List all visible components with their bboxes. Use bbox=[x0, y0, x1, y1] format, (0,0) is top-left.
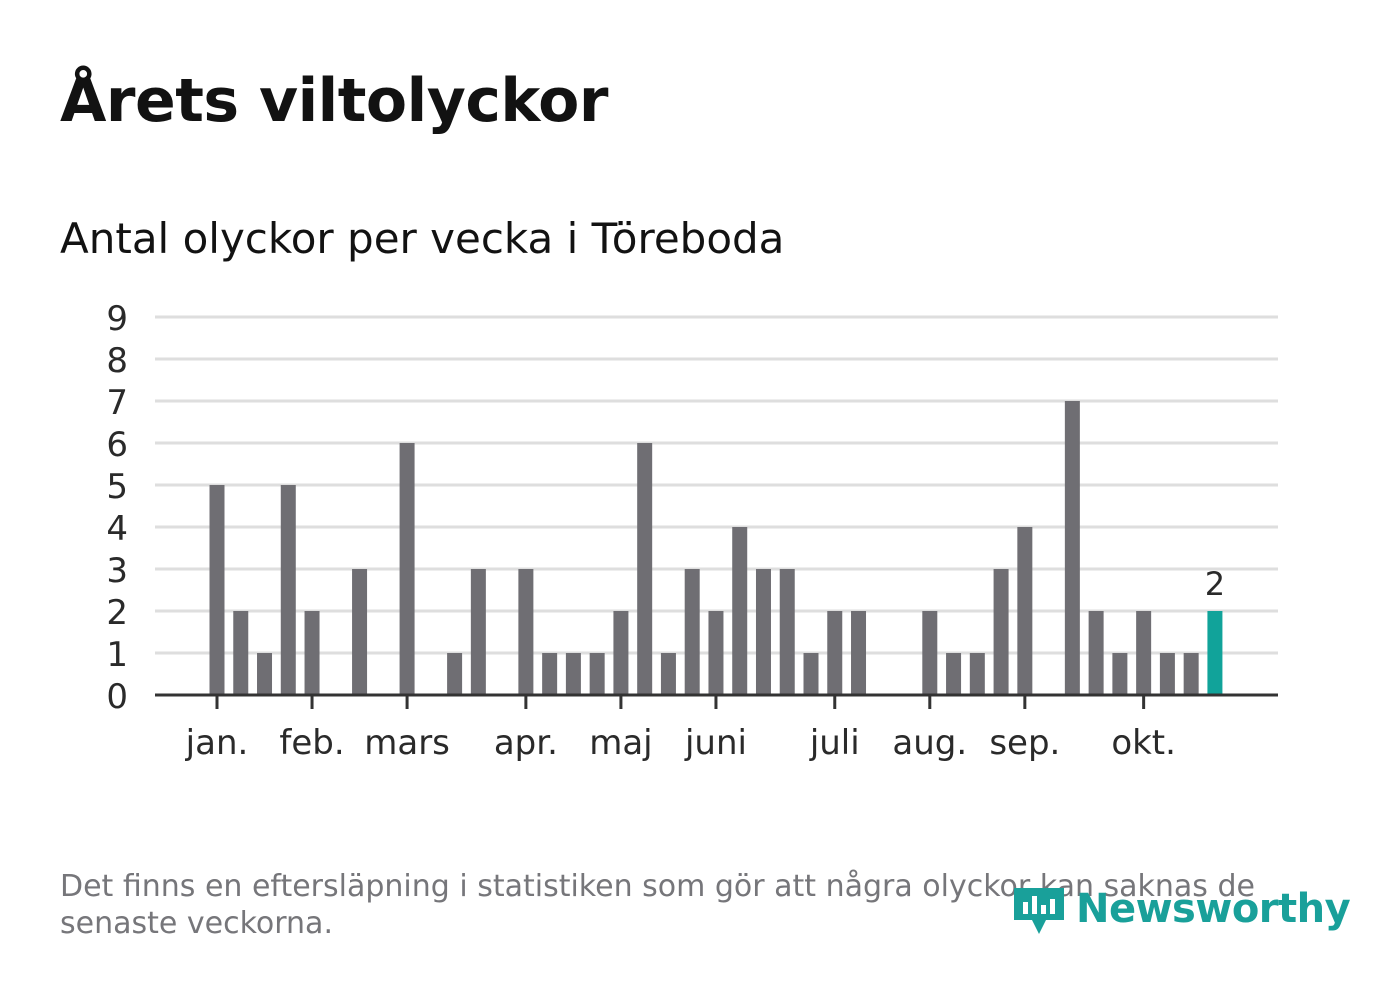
bar bbox=[827, 611, 843, 695]
bar bbox=[1183, 653, 1199, 695]
bar bbox=[257, 653, 273, 695]
bar bbox=[352, 569, 368, 695]
x-tick-label: okt. bbox=[1111, 723, 1176, 763]
bar bbox=[969, 653, 985, 695]
y-tick-label: 2 bbox=[106, 593, 128, 633]
newsworthy-logo-text: Newsworthy bbox=[1076, 886, 1351, 932]
bar bbox=[209, 485, 225, 695]
bar bbox=[1159, 653, 1175, 695]
bar bbox=[470, 569, 486, 695]
bar bbox=[565, 653, 581, 695]
y-tick-label: 8 bbox=[106, 341, 128, 381]
bar bbox=[613, 611, 629, 695]
bar bbox=[399, 443, 415, 695]
bar bbox=[732, 527, 748, 695]
bar bbox=[660, 653, 676, 695]
bar bbox=[304, 611, 320, 695]
gridlines bbox=[155, 315, 1278, 655]
x-tick-label: mars bbox=[364, 723, 450, 763]
bar bbox=[589, 653, 605, 695]
y-tick-label: 0 bbox=[106, 677, 128, 717]
bar bbox=[993, 569, 1009, 695]
x-tick-label: sep. bbox=[989, 723, 1060, 763]
y-tick-label: 9 bbox=[106, 299, 128, 339]
newsworthy-logo: Newsworthy bbox=[1010, 878, 1351, 940]
y-tick-label: 1 bbox=[106, 635, 128, 675]
bar bbox=[779, 569, 795, 695]
bar bbox=[233, 611, 249, 695]
bar bbox=[803, 653, 819, 695]
bar bbox=[1136, 611, 1152, 695]
highlight-value-label: 2 bbox=[1205, 565, 1225, 603]
x-tick-label: juli bbox=[809, 723, 860, 763]
bar bbox=[637, 443, 653, 695]
bar bbox=[542, 653, 558, 695]
newsworthy-logo-icon bbox=[1014, 888, 1064, 934]
bar bbox=[946, 653, 962, 695]
bar bbox=[684, 569, 700, 695]
x-axis: jan. feb. mars apr. maj juni juli aug. sep. okt. bbox=[155, 693, 1278, 763]
x-tick-label: maj bbox=[589, 723, 652, 763]
bar bbox=[447, 653, 463, 695]
x-tick-label: feb. bbox=[279, 723, 344, 763]
x-tick-label: juni bbox=[684, 723, 747, 763]
bar bbox=[280, 485, 296, 695]
bars bbox=[209, 401, 1223, 695]
bar bbox=[518, 569, 534, 695]
bar bbox=[1088, 611, 1104, 695]
bar bbox=[1112, 653, 1128, 695]
bar bbox=[1064, 401, 1080, 695]
x-tick-label: jan. bbox=[185, 723, 249, 763]
y-tick-label: 3 bbox=[106, 551, 128, 591]
y-tick-label: 7 bbox=[106, 383, 128, 423]
bar-current-week bbox=[1207, 611, 1223, 695]
y-tick-label: 6 bbox=[106, 425, 128, 465]
bar bbox=[922, 611, 938, 695]
x-tick-label: aug. bbox=[892, 723, 967, 763]
y-tick-label: 5 bbox=[106, 467, 128, 507]
chart-title: Årets viltolyckor bbox=[60, 66, 609, 136]
bar bbox=[851, 611, 867, 695]
y-tick-label: 4 bbox=[106, 509, 128, 549]
bar bbox=[708, 611, 724, 695]
chart-subtitle: Antal olyckor per vecka i Töreboda bbox=[60, 214, 785, 263]
bar bbox=[1017, 527, 1033, 695]
bar bbox=[755, 569, 771, 695]
x-tick-label: apr. bbox=[494, 723, 558, 763]
data-labels: 2 bbox=[1205, 565, 1225, 603]
